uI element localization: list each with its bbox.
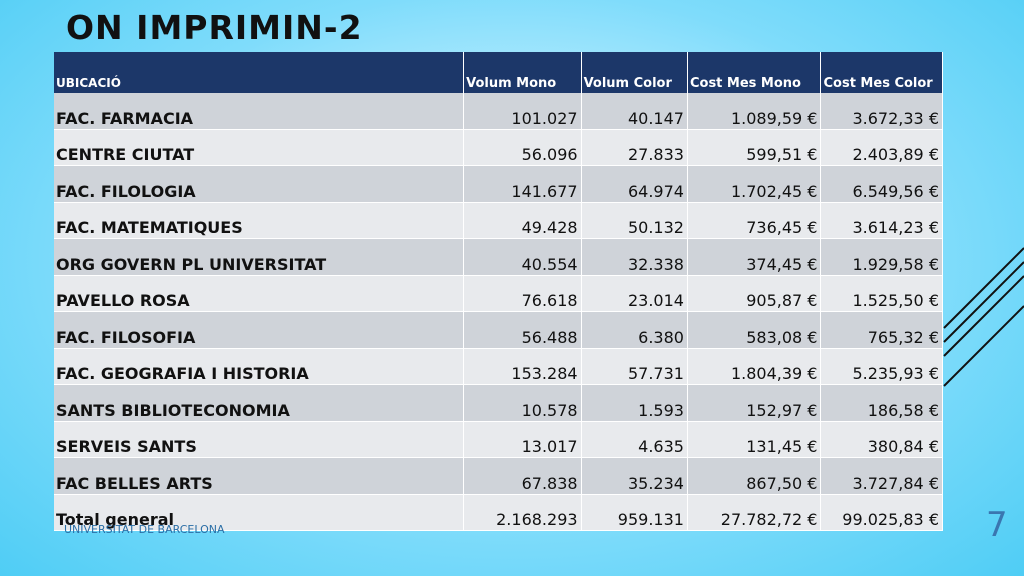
header-volum-mono: Volum Mono	[463, 52, 582, 93]
table-row: FAC. MATEMATIQUES 49.428 50.132 736,45 €3.6…	[54, 202, 943, 239]
cell-location: SERVEIS SANTS	[54, 421, 465, 458]
table-row: SERVEIS SANTS 13.017 4.635 131,45 €380,84 €	[54, 421, 943, 458]
table-row: FAC. GEOGRAFIA I HISTORIA 153.284 57.731 1.…	[54, 348, 943, 385]
cell-value: 67.838	[463, 457, 582, 495]
header-volum-color: Volum Color	[581, 52, 688, 93]
cell-value: 2.403,89 €	[820, 129, 943, 166]
cell-value: 40.554	[463, 238, 582, 276]
cell-value: 49.428	[463, 202, 582, 239]
cell-location: FAC. FILOSOFIA	[54, 311, 465, 349]
cell-value: 10.578	[463, 384, 582, 422]
header-cost-mes-mono: Cost Mes Mono	[687, 52, 822, 93]
cell-location: Total general	[54, 494, 465, 531]
footer-institution: UNIVERSITAT DE BARCELONA	[64, 523, 225, 536]
table-row: FAC BELLES ARTS 67.838 35.234 867,50 €3.727…	[54, 457, 943, 495]
cell-value: 765,32 €	[820, 311, 943, 349]
table-row: SANTS BIBLIOTECONOMIA 10.578 1.593 152,97 €…	[54, 384, 943, 422]
cell-value: 64.974	[581, 165, 688, 203]
cell-value: 959.131	[581, 494, 688, 531]
printing-volume-table: UBICACIÓ Volum Mono Volum Color Cost Mes…	[54, 52, 943, 531]
cell-value: 374,45 €	[687, 238, 822, 276]
cell-value: 56.096	[463, 129, 582, 166]
cell-location: PAVELLO ROSA	[54, 275, 465, 312]
cell-value: 13.017	[463, 421, 582, 458]
cell-location: ORG GOVERN PL UNIVERSITAT	[54, 238, 465, 276]
table-row: FAC. FARMACIA 101.027 40.147 1.089,59 €3.67…	[54, 93, 943, 130]
cell-value: 736,45 €	[687, 202, 822, 239]
cell-value: 76.618	[463, 275, 582, 312]
cell-value: 186,58 €	[820, 384, 943, 422]
slide-title: ON IMPRIMIN-2	[66, 8, 363, 47]
cell-location: CENTRE CIUTAT	[54, 129, 465, 166]
cell-value: 6.380	[581, 311, 688, 349]
table-row: Total general 2.168.293 959.131 27.782,72 €…	[54, 494, 943, 531]
cell-value: 905,87 €	[687, 275, 822, 312]
cell-location: FAC BELLES ARTS	[54, 457, 465, 495]
table-body: FAC. FARMACIA 101.027 40.147 1.089,59 €3.67…	[54, 93, 943, 531]
cell-value: 23.014	[581, 275, 688, 312]
cell-value: 1.525,50 €	[820, 275, 943, 312]
cell-value: 583,08 €	[687, 311, 822, 349]
table-row: ORG GOVERN PL UNIVERSITAT 40.554 32.338 374…	[54, 238, 943, 276]
header-ubicacio: UBICACIÓ	[54, 52, 465, 93]
cell-value: 99.025,83 €	[820, 494, 943, 531]
cell-value: 599,51 €	[687, 129, 822, 166]
cell-value: 3.672,33 €	[820, 93, 943, 130]
cell-value: 152,97 €	[687, 384, 822, 422]
cell-value: 57.731	[581, 348, 688, 385]
cell-value: 867,50 €	[687, 457, 822, 495]
cell-value: 153.284	[463, 348, 582, 385]
cell-location: FAC. GEOGRAFIA I HISTORIA	[54, 348, 465, 385]
table-row: CENTRE CIUTAT 56.096 27.833 599,51 €2.403,8…	[54, 129, 943, 166]
cell-value: 1.089,59 €	[687, 93, 822, 130]
cell-value: 27.782,72 €	[687, 494, 822, 531]
cell-value: 6.549,56 €	[820, 165, 943, 203]
cell-value: 3.614,23 €	[820, 202, 943, 239]
cell-value: 101.027	[463, 93, 582, 130]
cell-value: 27.833	[581, 129, 688, 166]
page-number: 7	[986, 505, 1008, 545]
cell-value: 380,84 €	[820, 421, 943, 458]
header-cost-mes-color: Cost Mes Color	[820, 52, 943, 93]
cell-value: 1.593	[581, 384, 688, 422]
table-row: FAC. FILOSOFIA 56.488 6.380 583,08 €765,32 …	[54, 311, 943, 349]
cell-location: FAC. MATEMATIQUES	[54, 202, 465, 239]
cell-value: 131,45 €	[687, 421, 822, 458]
table-row: FAC. FILOLOGIA 141.677 64.974 1.702,45 €6.5…	[54, 165, 943, 203]
cell-value: 1.804,39 €	[687, 348, 822, 385]
cell-location: FAC. FARMACIA	[54, 93, 465, 130]
cell-value: 141.677	[463, 165, 582, 203]
cell-value: 4.635	[581, 421, 688, 458]
cell-value: 56.488	[463, 311, 582, 349]
cell-value: 32.338	[581, 238, 688, 276]
cell-value: 3.727,84 €	[820, 457, 943, 495]
cell-value: 35.234	[581, 457, 688, 495]
table-header-row: UBICACIÓ Volum Mono Volum Color Cost Mes…	[54, 52, 943, 93]
cell-value: 2.168.293	[463, 494, 582, 531]
cell-location: SANTS BIBLIOTECONOMIA	[54, 384, 465, 422]
cell-value: 50.132	[581, 202, 688, 239]
table-row: PAVELLO ROSA 76.618 23.014 905,87 €1.525,50…	[54, 275, 943, 312]
cell-value: 1.929,58 €	[820, 238, 943, 276]
cell-value: 5.235,93 €	[820, 348, 943, 385]
cell-location: FAC. FILOLOGIA	[54, 165, 465, 203]
cell-value: 40.147	[581, 93, 688, 130]
cell-value: 1.702,45 €	[687, 165, 822, 203]
